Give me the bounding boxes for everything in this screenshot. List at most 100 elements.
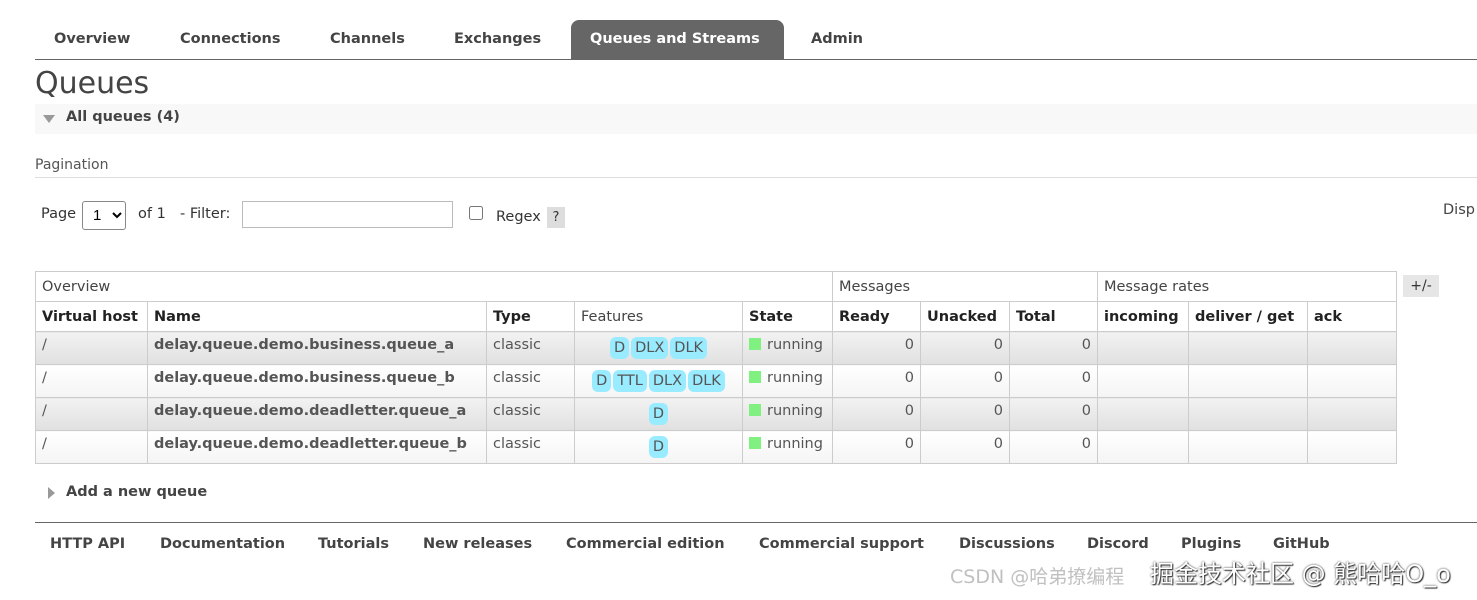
add-queue-label: Add a new queue bbox=[66, 484, 208, 500]
cell-total: 0 bbox=[1009, 364, 1098, 398]
cell-features: D bbox=[574, 397, 743, 431]
tab-connections[interactable]: Connections bbox=[180, 31, 281, 47]
col-total[interactable]: Total bbox=[1009, 301, 1098, 332]
col-ack[interactable]: ack bbox=[1307, 301, 1397, 332]
cell-unacked: 0 bbox=[920, 331, 1010, 365]
cell-total: 0 bbox=[1009, 331, 1098, 365]
queue-name-link[interactable]: delay.queue.demo.business.queue_b bbox=[147, 364, 487, 398]
display-options-label[interactable]: Disp bbox=[1443, 202, 1475, 218]
tab-exchanges[interactable]: Exchanges bbox=[454, 31, 542, 47]
footer-link-commercial-support[interactable]: Commercial support bbox=[759, 536, 924, 552]
toggle-columns-button[interactable]: +/- bbox=[1403, 275, 1439, 297]
col-deliver-get[interactable]: deliver / get bbox=[1188, 301, 1308, 332]
cell-deliver-get bbox=[1188, 364, 1308, 398]
queue-name-link[interactable]: delay.queue.demo.deadletter.queue_a bbox=[147, 397, 487, 431]
footer-link-github[interactable]: GitHub bbox=[1273, 536, 1330, 552]
feature-badge: TTL bbox=[613, 370, 647, 392]
footer-link-tutorials[interactable]: Tutorials bbox=[318, 536, 390, 552]
cell-total: 0 bbox=[1009, 430, 1098, 464]
main-nav-tabs: Overview Connections Channels Exchanges … bbox=[35, 20, 1477, 60]
page-title: Queues bbox=[35, 66, 150, 101]
cell-state: running bbox=[742, 430, 833, 464]
col-virtual-host[interactable]: Virtual host bbox=[35, 301, 148, 332]
footer-link-discussions[interactable]: Discussions bbox=[959, 536, 1055, 552]
cell-ready: 0 bbox=[832, 331, 921, 365]
footer-link-commercial-edition[interactable]: Commercial edition bbox=[566, 536, 725, 552]
cell-features: D TTL DLX DLK bbox=[574, 364, 743, 398]
cell-virtual-host: / bbox=[35, 331, 148, 365]
cell-virtual-host: / bbox=[35, 364, 148, 398]
page-count: of 1 bbox=[138, 206, 166, 222]
expand-triangle-icon bbox=[48, 487, 55, 499]
cell-ready: 0 bbox=[832, 430, 921, 464]
page-select[interactable]: 1 bbox=[82, 201, 126, 230]
watermark-juejin: 掘金技术社区 @ 熊哈哈O_o bbox=[1150, 560, 1451, 588]
tab-queues-and-streams[interactable]: Queues and Streams bbox=[571, 20, 784, 59]
cell-unacked: 0 bbox=[920, 430, 1010, 464]
cell-type: classic bbox=[486, 331, 575, 365]
footer-link-new-releases[interactable]: New releases bbox=[423, 536, 533, 552]
tab-channels[interactable]: Channels bbox=[330, 31, 405, 47]
cell-incoming bbox=[1097, 397, 1189, 431]
col-name[interactable]: Name bbox=[147, 301, 487, 332]
cell-deliver-get bbox=[1188, 397, 1308, 431]
cell-ready: 0 bbox=[832, 364, 921, 398]
col-features: Features bbox=[574, 301, 743, 332]
pagination-label: Pagination bbox=[35, 157, 109, 173]
col-type[interactable]: Type bbox=[486, 301, 575, 332]
feature-badge: D bbox=[592, 370, 612, 392]
cell-ack bbox=[1307, 397, 1397, 431]
col-unacked[interactable]: Unacked bbox=[920, 301, 1010, 332]
table-row: / delay.queue.demo.deadletter.queue_a clas… bbox=[35, 397, 1397, 431]
feature-badge: DLX bbox=[631, 337, 669, 359]
all-queues-label: All queues (4) bbox=[66, 109, 180, 125]
footer-link-http-api[interactable]: HTTP API bbox=[50, 536, 126, 552]
cell-ack bbox=[1307, 430, 1397, 464]
footer-link-documentation[interactable]: Documentation bbox=[160, 536, 286, 552]
all-queues-section-toggle[interactable]: All queues (4) bbox=[35, 104, 1477, 134]
feature-badge: D bbox=[609, 337, 630, 359]
cell-incoming bbox=[1097, 364, 1189, 398]
footer-link-discord[interactable]: Discord bbox=[1087, 536, 1149, 552]
running-status-icon bbox=[749, 404, 761, 416]
collapse-triangle-icon bbox=[43, 115, 55, 123]
regex-checkbox[interactable] bbox=[469, 206, 483, 220]
regex-help-button[interactable]: ? bbox=[547, 207, 565, 228]
footer: HTTP API Documentation Tutorials New rel… bbox=[35, 522, 1477, 552]
regex-label: Regex bbox=[496, 209, 541, 225]
state-label: running bbox=[767, 337, 823, 353]
col-state[interactable]: State bbox=[742, 301, 833, 332]
divider bbox=[35, 177, 1477, 178]
cell-unacked: 0 bbox=[920, 364, 1010, 398]
group-message-rates: Message rates bbox=[1097, 271, 1397, 302]
footer-link-plugins[interactable]: Plugins bbox=[1181, 536, 1242, 552]
queue-name-link[interactable]: delay.queue.demo.business.queue_a bbox=[147, 331, 487, 365]
feature-badge: DLK bbox=[670, 337, 708, 359]
queue-name-link[interactable]: delay.queue.demo.deadletter.queue_b bbox=[147, 430, 487, 464]
table-row: / delay.queue.demo.business.queue_b classi… bbox=[35, 364, 1397, 398]
watermark-csdn: CSDN @哈弟撩编程 bbox=[950, 566, 1125, 588]
cell-state: running bbox=[742, 397, 833, 431]
group-overview: Overview bbox=[35, 271, 833, 302]
tab-overview[interactable]: Overview bbox=[54, 31, 131, 47]
cell-state: running bbox=[742, 364, 833, 398]
feature-badge: D bbox=[648, 403, 669, 425]
col-ready[interactable]: Ready bbox=[832, 301, 921, 332]
cell-type: classic bbox=[486, 430, 575, 464]
state-label: running bbox=[767, 403, 823, 419]
cell-features: D DLX DLK bbox=[574, 331, 743, 365]
tab-admin[interactable]: Admin bbox=[811, 31, 864, 47]
col-incoming[interactable]: incoming bbox=[1097, 301, 1189, 332]
filter-input[interactable] bbox=[242, 201, 453, 228]
feature-badge: DLX bbox=[648, 370, 687, 392]
group-messages: Messages bbox=[832, 271, 1098, 302]
state-label: running bbox=[767, 370, 823, 386]
page-label: Page bbox=[41, 206, 77, 222]
cell-deliver-get bbox=[1188, 430, 1308, 464]
cell-features: D bbox=[574, 430, 743, 464]
cell-ack bbox=[1307, 331, 1397, 365]
cell-ready: 0 bbox=[832, 397, 921, 431]
queues-table: Overview Messages Message rates Virtual … bbox=[35, 271, 1397, 464]
cell-incoming bbox=[1097, 430, 1189, 464]
cell-total: 0 bbox=[1009, 397, 1098, 431]
